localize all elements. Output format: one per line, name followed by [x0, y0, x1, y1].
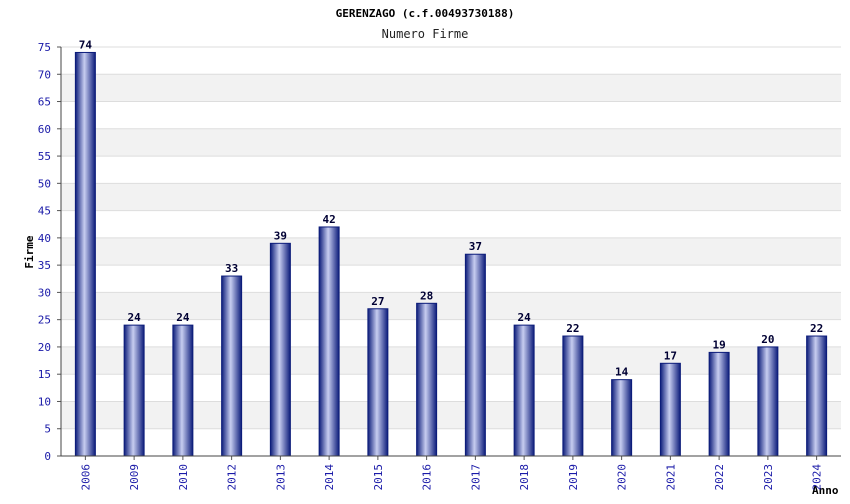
x-tick-label: 2023: [762, 464, 775, 491]
bar-series: [74, 51, 828, 457]
x-tick-label: 2014: [323, 464, 336, 491]
bar-value-label: 24: [518, 311, 532, 324]
x-tick-label: 2024: [811, 464, 824, 491]
bar-value-label: 28: [420, 289, 433, 302]
bar-value-label: 24: [176, 311, 190, 324]
y-tick-label: 25: [38, 314, 51, 327]
grid-band: [61, 292, 841, 320]
x-axis-title: Anno: [812, 484, 839, 497]
y-tick-label: 10: [38, 395, 51, 408]
x-tick-label: 2016: [421, 464, 434, 491]
x-tick-label: 2019: [567, 464, 580, 491]
y-tick-label: 30: [38, 286, 51, 299]
y-tick-label: 40: [38, 232, 51, 245]
x-tick-label: 2018: [518, 464, 531, 491]
bar-value-label: 20: [761, 333, 774, 346]
axes: [60, 47, 841, 457]
y-tick-label: 55: [38, 150, 51, 163]
bar-value-label: 24: [128, 311, 142, 324]
grid-band: [61, 183, 841, 211]
grid-band: [61, 74, 841, 102]
chart-title: GERENZAGO (c.f.00493730188): [336, 7, 515, 20]
bar: [416, 302, 438, 457]
bar-value-label: 39: [274, 229, 287, 242]
bar: [757, 346, 779, 457]
x-tick-label: 2021: [664, 464, 677, 491]
bar-value-label: 37: [469, 240, 482, 253]
bar: [269, 242, 291, 457]
bar-value-label: 42: [323, 213, 336, 226]
y-tick-label: 45: [38, 205, 51, 218]
bar-value-label: 19: [713, 338, 726, 351]
y-tick-label: 65: [38, 96, 51, 109]
bar: [611, 379, 633, 457]
bar: [172, 324, 194, 457]
data-labels: 74 24 24 33 39 42 27 28 37 24 22 14 17 19 20 22: [79, 38, 824, 378]
y-axis-ticks: 0 5 10 15 20 25 30 35 40 45 50 55 60 65 70 75: [38, 41, 61, 463]
y-tick-label: 0: [44, 450, 51, 463]
bar: [123, 324, 145, 457]
grid-bands: [61, 74, 841, 429]
chart-subtitle: Numero Firme: [382, 27, 469, 41]
bar-value-label: 17: [664, 349, 677, 362]
bar: [221, 275, 243, 457]
x-tick-label: 2013: [274, 464, 287, 491]
x-tick-label: 2022: [713, 464, 726, 491]
bar-value-label: 27: [371, 295, 384, 308]
grid-band: [61, 128, 841, 157]
y-tick-label: 50: [38, 177, 51, 190]
bar: [367, 308, 389, 457]
bar: [562, 335, 584, 457]
x-tick-label: 2012: [226, 464, 239, 491]
x-tick-label: 2017: [469, 464, 482, 491]
x-axis-ticks: 2006 2009 2010 2012 2013 2014 2015 2016 2017 2018…: [79, 456, 824, 491]
bar: [74, 51, 96, 457]
x-tick-label: 2009: [128, 464, 141, 491]
bar: [708, 351, 730, 457]
y-tick-label: 35: [38, 259, 51, 272]
x-tick-label: 2010: [177, 464, 190, 491]
bar-value-label: 33: [225, 262, 238, 275]
y-tick-label: 75: [38, 41, 51, 54]
y-tick-label: 5: [44, 423, 51, 436]
bar-value-label: 14: [615, 366, 629, 379]
bar: [513, 324, 535, 457]
bar: [318, 226, 340, 457]
y-tick-label: 15: [38, 368, 51, 381]
bar-value-label: 22: [810, 322, 823, 335]
bar: [659, 362, 681, 457]
bar: [464, 253, 486, 457]
y-tick-label: 60: [38, 123, 51, 136]
bar: [806, 335, 828, 457]
x-tick-label: 2015: [372, 464, 385, 491]
x-tick-label: 2020: [616, 464, 629, 491]
bar-value-label: 74: [79, 38, 93, 51]
y-tick-label: 20: [38, 341, 51, 354]
grid-band: [61, 237, 841, 266]
bar-value-label: 22: [566, 322, 579, 335]
y-axis-title: Firme: [23, 235, 36, 268]
x-tick-label: 2006: [79, 464, 92, 491]
y-tick-label: 70: [38, 68, 51, 81]
